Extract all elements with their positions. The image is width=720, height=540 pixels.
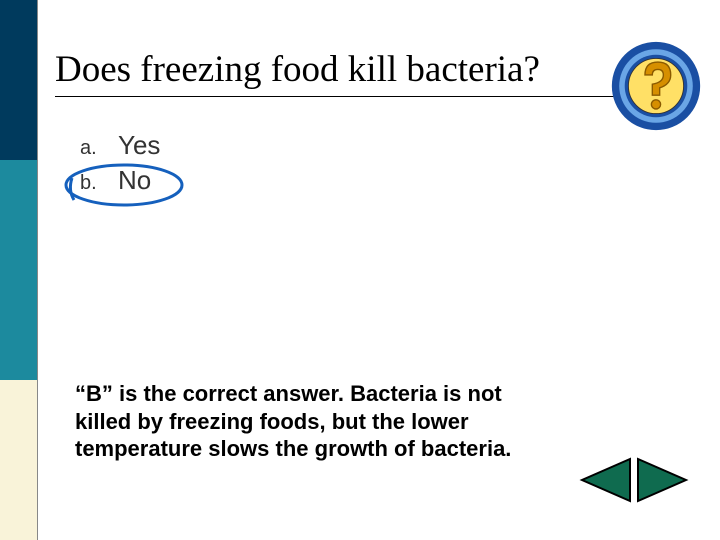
left-bar-seg-1 [0,0,38,160]
title-area: Does freezing food kill bacteria? [55,48,615,91]
title-underline [55,96,665,97]
question-mark-icon [610,40,702,132]
next-button[interactable] [636,457,690,508]
left-bar-divider [37,0,38,540]
answer-row: a. Yes [80,130,160,161]
slide-title: Does freezing food kill bacteria? [55,48,615,91]
answer-letter: a. [80,137,118,160]
left-bar-seg-2 [0,160,38,380]
correct-answer-circle [62,160,192,210]
left-bar-seg-3 [0,380,38,540]
prev-button[interactable] [578,457,632,508]
left-accent-bar [0,0,38,540]
explanation-text: “B” is the correct answer. Bacteria is n… [75,380,515,463]
nav-buttons [578,457,690,508]
slide: Does freezing food kill bacteria? a. Yes… [0,0,720,540]
answer-text: Yes [118,130,160,161]
